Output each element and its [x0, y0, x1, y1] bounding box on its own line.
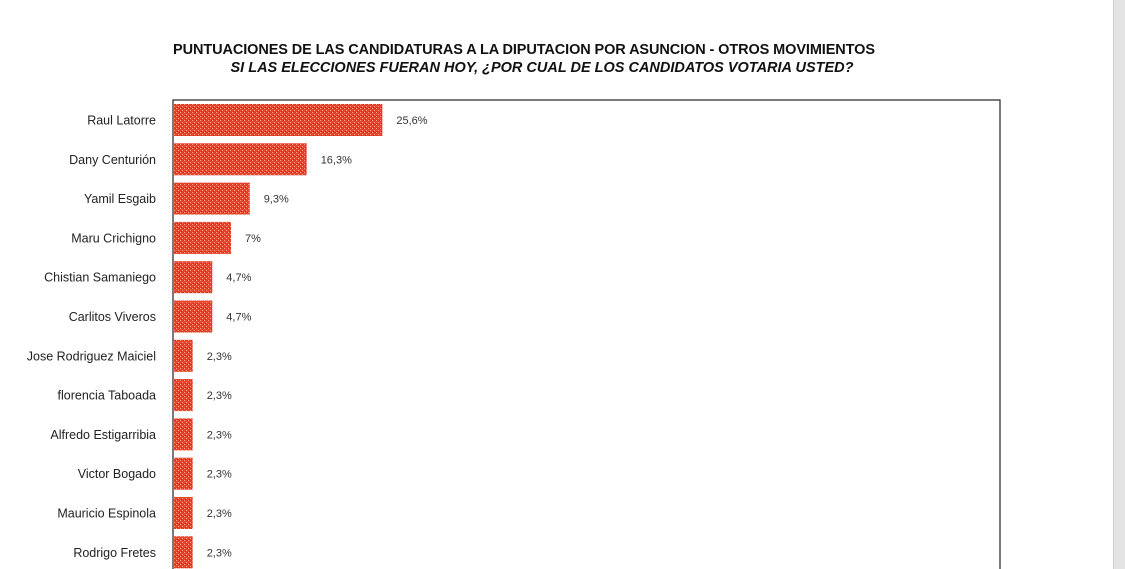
category-label: Yamil Esgaib [84, 192, 156, 206]
category-label: Dany Centurión [69, 153, 156, 167]
chart-subtitle: SI LAS ELECCIONES FUERAN HOY, ¿POR CUAL … [230, 60, 854, 76]
bar [174, 300, 213, 333]
bar [174, 339, 193, 372]
window-edge [1113, 0, 1125, 569]
category-label: Jose Rodriguez Maiciel [27, 349, 156, 363]
bar [174, 418, 193, 451]
bar [174, 261, 213, 294]
data-label: 9,3% [264, 194, 289, 206]
category-label: Chistian Samaniego [44, 271, 156, 285]
category-label: Alfredo Estigarribia [50, 428, 156, 442]
bar [174, 536, 193, 569]
data-label: 16,3% [321, 154, 352, 166]
category-label: Victor Bogado [78, 467, 156, 481]
bar [174, 497, 193, 529]
category-label: Rodrigo Fretes [73, 546, 156, 560]
data-label: 2,3% [207, 429, 232, 441]
bar [174, 221, 231, 254]
data-label: 25,6% [396, 115, 427, 127]
category-label: florencia Taboada [58, 389, 157, 403]
bar [174, 143, 307, 176]
data-label: 2,3% [207, 508, 232, 520]
data-label: 2,3% [207, 351, 232, 363]
data-label: 2,3% [207, 469, 232, 481]
category-label: Raul Latorre [87, 114, 156, 128]
category-label: Carlitos Viveros [69, 310, 156, 324]
data-label: 2,3% [207, 547, 232, 559]
bar [174, 104, 383, 136]
chart-title: PUNTUACIONES DE LAS CANDIDATURAS A LA DI… [173, 42, 875, 58]
bar [174, 379, 193, 412]
category-label: Maru Crichigno [71, 231, 156, 245]
bar [174, 457, 193, 490]
plot-area-frame [172, 99, 1001, 569]
data-label: 7% [245, 233, 261, 245]
data-label: 4,7% [226, 312, 251, 324]
data-label: 2,3% [207, 390, 232, 402]
category-label: Mauricio Espinola [57, 507, 156, 521]
data-label: 4,7% [226, 272, 251, 284]
bar [174, 182, 250, 215]
